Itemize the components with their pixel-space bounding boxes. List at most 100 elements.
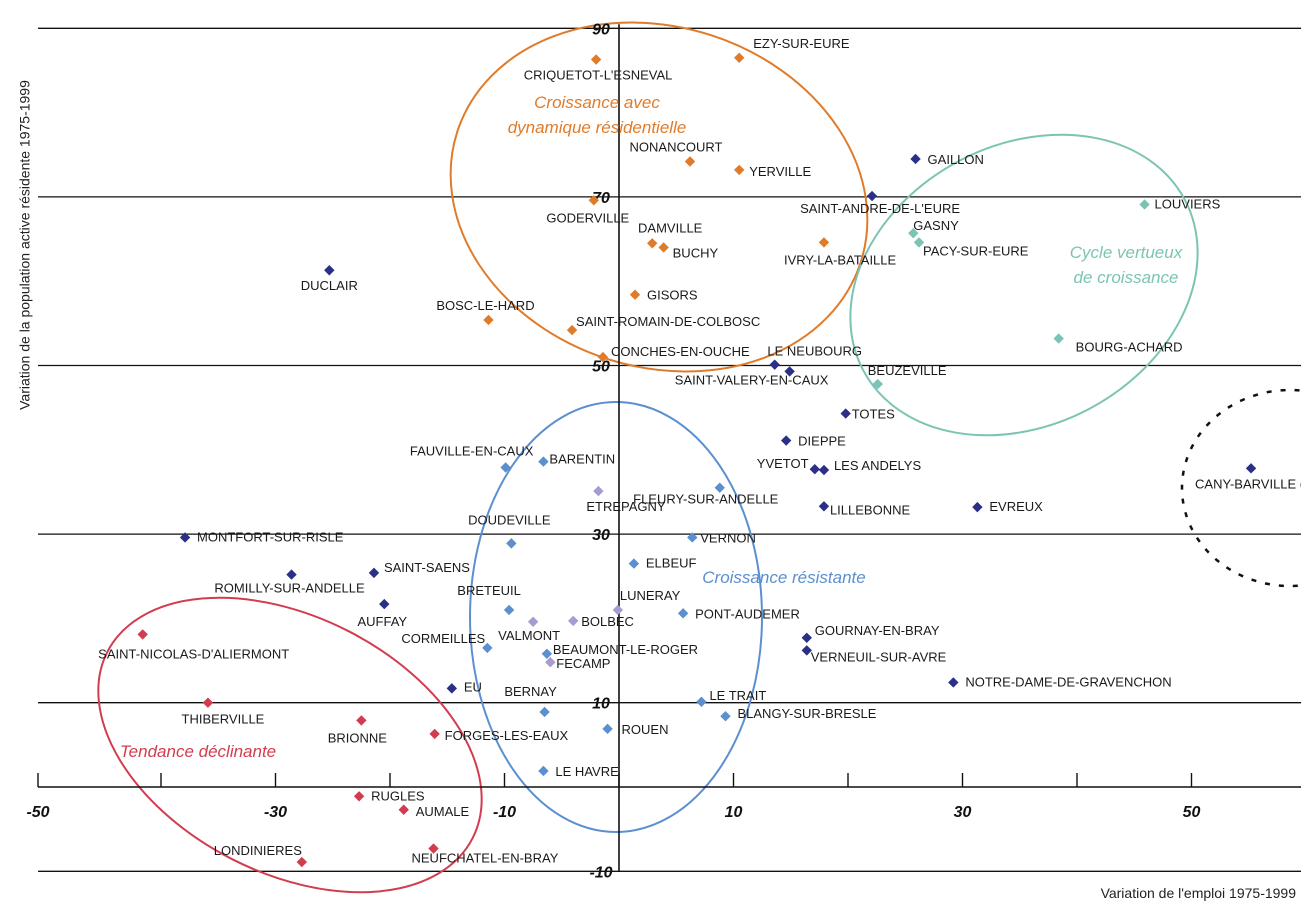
point-label-30: ROMILLY-SUR-ANDELLE [214, 581, 365, 596]
point-label-18: BEUZEVILLE [868, 363, 947, 378]
point-32 [379, 598, 390, 610]
x-tick-label-5: 50 [1183, 804, 1201, 821]
y-tick-label-3: 30 [592, 527, 610, 544]
group-labels: Croissance avec dynamique résidentielle Cy… [120, 93, 1183, 761]
point-label-20: LE NEUBOURG [767, 344, 862, 359]
point-label-11: CONCHES-EN-OUCHE [611, 344, 750, 359]
point-47 [612, 604, 624, 616]
point-label-58: THIBERVILLE [182, 712, 265, 727]
group-label-3-line-0: Tendance déclinante [120, 742, 276, 761]
point-1 [590, 54, 602, 65]
point-49 [482, 642, 493, 654]
point-6 [658, 242, 669, 253]
point-5 [647, 238, 658, 249]
y-tick-label-5: -10 [589, 864, 612, 881]
point-33 [446, 683, 458, 694]
point-label-4: GODERVILLE [546, 210, 629, 225]
point-31 [368, 567, 380, 579]
point-label-19: DUCLAIR [301, 278, 358, 293]
point-55 [602, 723, 613, 735]
point-23 [780, 435, 792, 446]
point-label-6: BUCHY [673, 245, 719, 260]
point-62 [398, 804, 409, 815]
point-15 [908, 227, 919, 239]
point-41 [506, 538, 517, 549]
point-label-26: LILLEBONNE [830, 502, 911, 517]
point-label-22: TOTES [852, 407, 895, 422]
point-label-5: DAMVILLE [638, 220, 703, 235]
point-35 [801, 645, 812, 656]
point-label-51: FECAMP [556, 656, 610, 671]
point-10 [566, 324, 578, 336]
point-label-21: SAINT-VALERY-EN-CAUX [675, 372, 829, 387]
point-50 [541, 648, 553, 660]
group-label-0-line-1: dynamique résidentielle [508, 118, 687, 137]
point-label-45: VALMONT [498, 628, 560, 643]
group-label-1: Cycle vertueux de croissance [1070, 243, 1183, 287]
point-54 [720, 710, 731, 722]
point-43 [628, 558, 640, 569]
point-57 [137, 629, 148, 640]
ellipse-tendance-declinante [97, 596, 483, 894]
point-label-56: LE HAVRE [555, 764, 619, 779]
point-label-34: GOURNAY-EN-BRAY [815, 623, 940, 638]
point-52 [539, 706, 550, 718]
point-label-54: BLANGY-SUR-BRESLE [737, 706, 876, 721]
point-27 [972, 501, 983, 513]
point-label-9: BOSC-LE-HARD [436, 298, 534, 313]
point-label-55: ROUEN [622, 722, 669, 737]
point-label-13: SAINT-ANDRE-DE-L'EURE [800, 201, 960, 216]
point-37 [500, 462, 511, 473]
point-2 [684, 156, 696, 167]
point-59 [356, 715, 367, 726]
point-3 [734, 164, 745, 176]
point-19 [324, 265, 335, 276]
point-label-63: LONDINIERES [214, 843, 302, 858]
point-label-33: EU [464, 679, 482, 694]
point-label-44: BRETEUIL [457, 583, 521, 598]
point-label-10: SAINT-ROMAIN-DE-COLBOSC [576, 314, 760, 329]
group-label-0: Croissance avec dynamique résidentielle [508, 93, 687, 137]
ellipse-croissance-resistante [469, 401, 763, 833]
point-label-49: CORMEILLES [401, 631, 485, 646]
point-26 [818, 501, 830, 512]
point-label-15: GASNY [913, 218, 959, 233]
point-label-0: EZY-SUR-EURE [753, 36, 850, 51]
point-17 [1053, 333, 1064, 344]
point-label-27: EVREUX [989, 499, 1043, 514]
point-label-46: BOLBEC [581, 614, 634, 629]
point-61 [353, 791, 365, 802]
y-tick-label-2: 50 [592, 359, 610, 376]
x-axis-label: Variation de l'emploi 1975-1999 [1101, 885, 1297, 901]
point-53 [696, 696, 707, 708]
point-4 [588, 195, 600, 206]
point-58 [202, 697, 214, 708]
point-24 [809, 463, 820, 475]
point-40 [714, 482, 725, 493]
x-tick-label-3: 10 [725, 804, 743, 821]
point-label-32: AUFFAY [357, 614, 407, 629]
point-label-48: PONT-AUDEMER [695, 606, 800, 621]
point-18 [872, 378, 883, 390]
point-38 [538, 456, 549, 467]
data-points [137, 52, 1257, 868]
point-64 [428, 843, 439, 854]
x-tick-label-4: 30 [954, 804, 972, 821]
point-22 [840, 408, 851, 419]
point-25 [818, 464, 830, 476]
point-45 [527, 616, 539, 627]
point-0 [734, 52, 745, 64]
point-16 [913, 237, 925, 248]
group-ellipses [97, 21, 1301, 894]
point-60 [429, 728, 440, 740]
ellipse-cycle-vertueux [849, 133, 1199, 437]
point-8 [629, 289, 641, 300]
point-21 [784, 366, 795, 377]
point-63 [296, 856, 308, 868]
point-label-37: FAUVILLE-EN-CAUX [410, 444, 534, 459]
point-label-14: LOUVIERS [1155, 196, 1221, 211]
point-label-16: PACY-SUR-EURE [923, 243, 1029, 258]
x-tick-label-1: -30 [264, 804, 287, 821]
